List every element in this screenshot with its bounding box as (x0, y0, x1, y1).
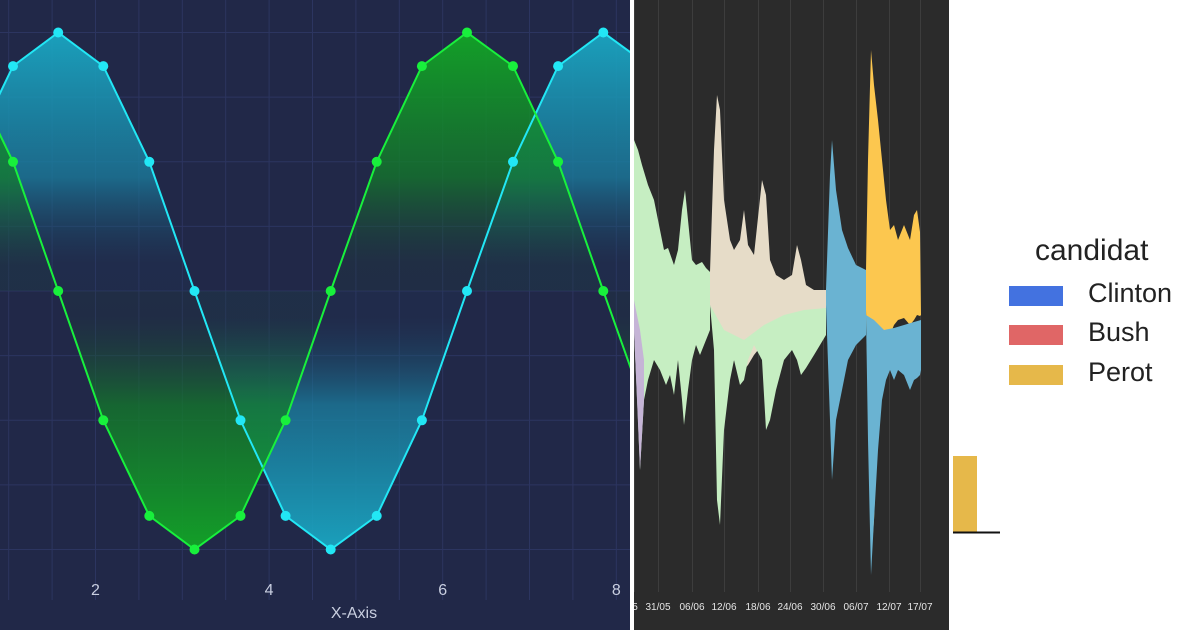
point-cyan (98, 61, 109, 72)
point-green (508, 61, 518, 72)
point-green (144, 510, 155, 521)
point-green (371, 156, 382, 167)
x-tick-labels: 5 31/05 06/06 12/06 18/06 24/06 30/06 06/07 12/0… (634, 602, 933, 613)
legend-swatch (1009, 365, 1063, 385)
areas (0, 32, 630, 550)
legend-swatch (1009, 325, 1063, 345)
point-cyan (280, 510, 291, 521)
candidate-bar-chart: candidat Clinton Bush Perot (949, 0, 1200, 630)
x-tick-label: 4 (265, 582, 274, 599)
x-tick-label: 18/06 (745, 602, 770, 613)
legend-label: Bush (1088, 317, 1150, 347)
series-lines (0, 31, 630, 551)
point-cyan (462, 286, 472, 296)
point-cyan (8, 61, 18, 72)
stream-blue-lower (866, 315, 921, 575)
point-cyan (53, 27, 64, 38)
x-tick-label: 12/07 (876, 602, 901, 613)
sine-area-chart: 2 4 6 8 X-Axis (0, 0, 630, 630)
point-green (53, 286, 64, 296)
stream-layers (634, 50, 921, 575)
x-tick-label: 12/06 (711, 602, 736, 613)
point-green (325, 286, 336, 296)
x-tick-label: 24/06 (777, 602, 802, 613)
x-tick-label: 06/06 (679, 602, 704, 613)
legend-label: Perot (1088, 357, 1153, 387)
line-green (0, 31, 630, 551)
point-green (189, 544, 200, 555)
point-cyan (371, 510, 382, 521)
stream-beige (710, 95, 826, 460)
x-tick-label: 31/05 (645, 602, 670, 613)
point-green (553, 156, 564, 167)
x-tick-label: 06/07 (843, 602, 868, 613)
legend-item-bush: Bush (1009, 317, 1150, 347)
area-green (0, 32, 630, 550)
sine-area-chart-svg: 2 4 6 8 X-Axis (0, 0, 630, 622)
stream-blue (826, 140, 866, 480)
stream-green (634, 140, 710, 470)
x-tick-label: 17/07 (907, 602, 932, 613)
legend-item-clinton: Clinton (1009, 278, 1172, 308)
x-axis-label: X-Axis (331, 605, 377, 622)
point-green (235, 510, 246, 521)
x-tick-label: 8 (612, 582, 621, 599)
x-tick-label: 30/06 (810, 602, 835, 613)
x-tick-label: 2 (91, 582, 100, 599)
point-green (462, 27, 472, 38)
point-cyan (598, 27, 609, 38)
point-cyan (416, 415, 427, 426)
legend-item-perot: Perot (1009, 357, 1153, 387)
point-cyan (144, 156, 155, 167)
x-tick-labels: 2 4 6 8 (91, 582, 621, 599)
point-cyan (325, 544, 336, 555)
series-points (8, 27, 609, 555)
bar-perot (953, 456, 977, 532)
point-cyan (189, 286, 200, 296)
point-green (8, 156, 18, 167)
stream-purple (634, 300, 644, 470)
point-green (598, 286, 609, 296)
streamgraph-svg: 5 31/05 06/06 12/06 18/06 24/06 30/06 06/07 12/0… (634, 0, 933, 613)
legend-label: Clinton (1088, 278, 1173, 308)
stream-green-lower (710, 305, 826, 525)
bar-area-svg (953, 456, 1000, 534)
point-green (280, 415, 291, 426)
point-cyan (235, 415, 246, 426)
point-cyan (508, 156, 518, 167)
legend-title: candidat (1035, 234, 1149, 267)
streamgraph-chart: 5 31/05 06/06 12/06 18/06 24/06 30/06 06/07 12/0… (634, 0, 949, 630)
x-tick-label: 5 (634, 602, 638, 613)
point-green (416, 61, 427, 72)
legend-swatch (1009, 286, 1063, 306)
stream-yellow (866, 50, 921, 560)
x-tick-label: 6 (438, 582, 447, 599)
point-green (98, 415, 109, 426)
point-cyan (553, 61, 564, 72)
